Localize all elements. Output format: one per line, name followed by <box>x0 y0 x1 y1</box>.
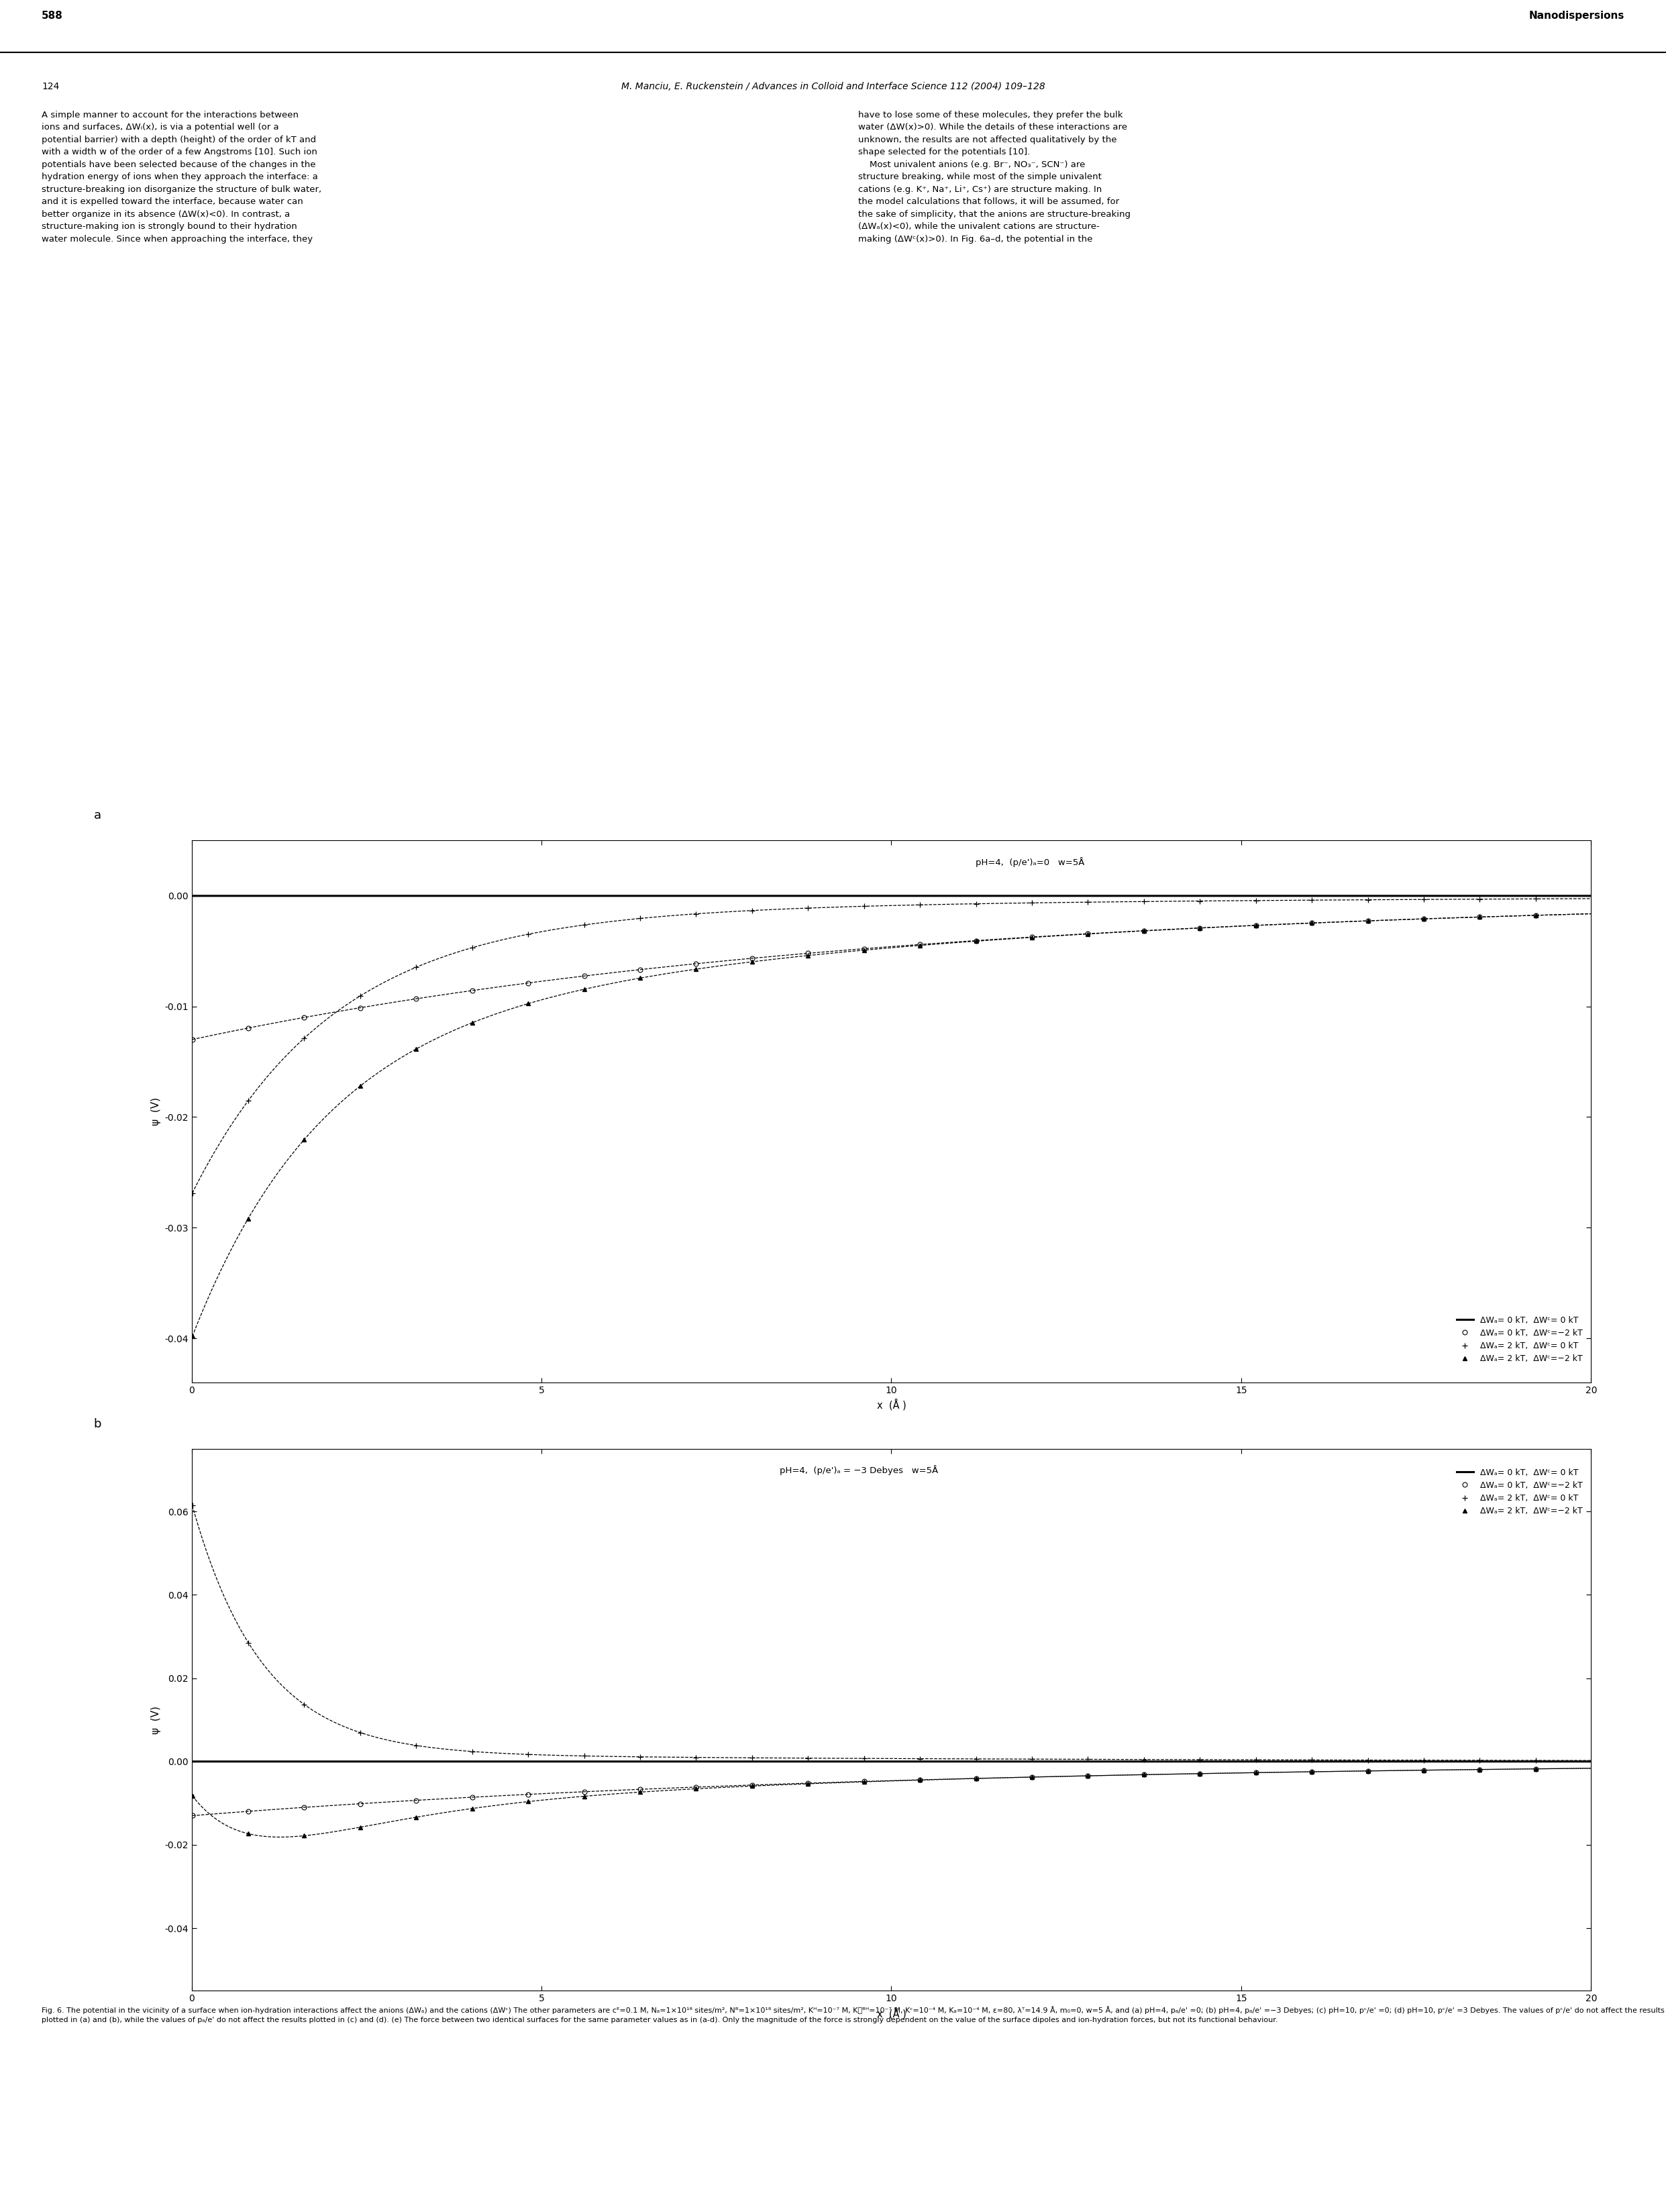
Text: 588: 588 <box>42 11 63 20</box>
Text: a: a <box>93 810 102 821</box>
X-axis label: x  (Å ): x (Å ) <box>876 1398 906 1411</box>
Y-axis label: ψ  (V): ψ (V) <box>150 1705 162 1734</box>
Text: A simple manner to account for the interactions between
ions and surfaces, ΔWᵢ(x: A simple manner to account for the inter… <box>42 111 322 243</box>
Text: Nanodispersions: Nanodispersions <box>1529 11 1624 20</box>
Text: 124: 124 <box>42 82 60 91</box>
Y-axis label: ψ  (V): ψ (V) <box>150 1097 160 1126</box>
Text: pH=4,  (p/e')ₐ=0   w=5Å: pH=4, (p/e')ₐ=0 w=5Å <box>975 856 1085 867</box>
Legend: ΔWₐ= 0 kT,  ΔWᶜ= 0 kT, ΔWₐ= 0 kT,  ΔWᶜ=−2 kT, ΔWₐ= 2 kT,  ΔWᶜ= 0 kT, ΔWₐ= 2 kT, : ΔWₐ= 0 kT, ΔWᶜ= 0 kT, ΔWₐ= 0 kT, ΔWᶜ=−2 … <box>1453 1464 1586 1520</box>
Text: Fig. 6. The potential in the vicinity of a surface when ion-hydration interactio: Fig. 6. The potential in the vicinity of… <box>42 2006 1664 2024</box>
Text: M. Manciu, E. Ruckenstein / Advances in Colloid and Interface Science 112 (2004): M. Manciu, E. Ruckenstein / Advances in … <box>621 82 1045 91</box>
Legend: ΔWₐ= 0 kT,  ΔWᶜ= 0 kT, ΔWₐ= 0 kT,  ΔWᶜ=−2 kT, ΔWₐ= 2 kT,  ΔWᶜ= 0 kT, ΔWₐ= 2 kT, : ΔWₐ= 0 kT, ΔWᶜ= 0 kT, ΔWₐ= 0 kT, ΔWᶜ=−2 … <box>1453 1312 1586 1367</box>
Text: b: b <box>93 1418 102 1429</box>
Text: pH=4,  (p/e')ₐ = −3 Debyes   w=5Å: pH=4, (p/e')ₐ = −3 Debyes w=5Å <box>780 1464 938 1475</box>
Text: have to lose some of these molecules, they prefer the bulk
water (ΔW(x)>0). Whil: have to lose some of these molecules, th… <box>858 111 1131 243</box>
X-axis label: x  (Å ): x (Å ) <box>876 2006 906 2020</box>
